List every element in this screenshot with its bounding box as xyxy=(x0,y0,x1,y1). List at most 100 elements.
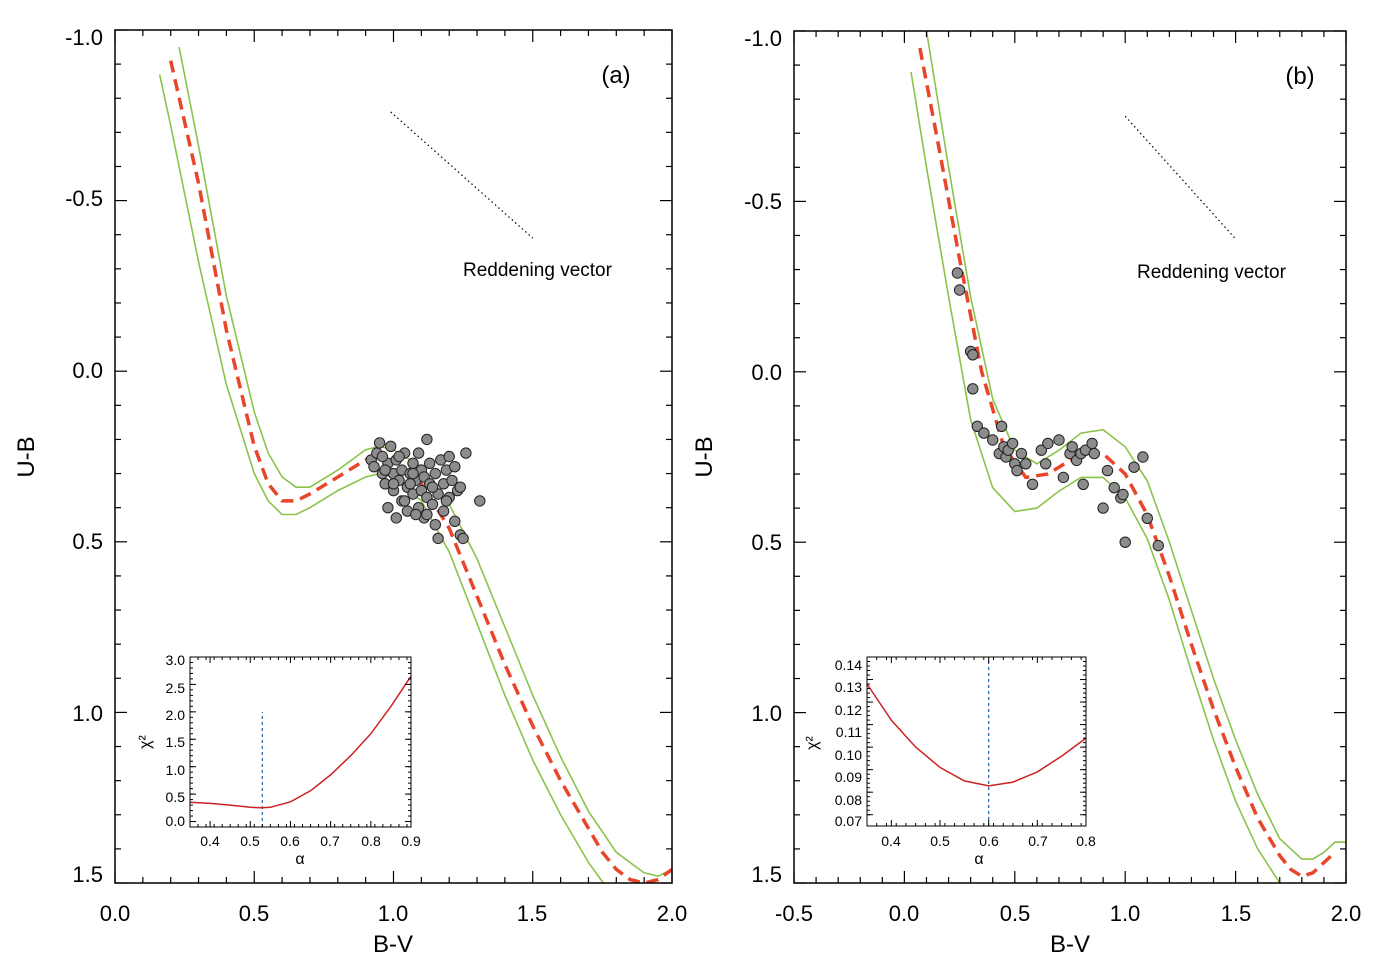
panel-a-ytick-label: 0.0 xyxy=(72,358,103,383)
panel-b-data-point xyxy=(951,267,964,279)
panel-b-data-point xyxy=(1066,441,1078,453)
panel-b-data-point xyxy=(1101,464,1114,477)
panel-a-xtick-label: 1.0 xyxy=(378,901,409,926)
panel-a-data-points xyxy=(365,433,486,545)
panel-b-data-point xyxy=(1088,447,1101,460)
panel-b-xtick-label: 2.0 xyxy=(1331,901,1362,926)
panel-a-data-point xyxy=(449,515,461,527)
panel-b-data-point xyxy=(1137,451,1149,463)
panel-a-ytick-label: 0.5 xyxy=(72,529,103,554)
panel-b-xtick-label: 1.5 xyxy=(1221,901,1252,926)
panel-a-data-point xyxy=(457,532,469,545)
panel-b-data-point xyxy=(1108,482,1120,494)
panel-b-inset-xtick-label: 0.5 xyxy=(930,833,950,849)
panel-b-xtick-label: 0.5 xyxy=(1000,901,1031,926)
panel-b-data-point xyxy=(971,420,983,432)
panel-b-ytick-label: 1.5 xyxy=(751,862,782,887)
panel-b-data-point xyxy=(1042,437,1054,450)
panel-a-data-point xyxy=(421,433,433,446)
panel-a-inset-ytick-label: 2.5 xyxy=(166,680,186,696)
panel-b-data-point xyxy=(1053,434,1065,446)
panel-b-inset-ytick-label: 0.13 xyxy=(835,679,862,695)
panel-b-inset-chi2: 0.4 0.5 0.6 0.7 0.8 0.07 0.08 0.09 0.10 … xyxy=(804,656,1096,868)
panel-b-xtick-label: -0.5 xyxy=(775,901,813,926)
panel-b-frame xyxy=(793,30,1347,884)
panel-a-inset-xtick-label: 0.9 xyxy=(401,833,421,849)
panel-a-inset-chi2: 0.4 0.5 0.6 0.7 0.8 0.9 0.0 0.5 1.0 1.5 … xyxy=(137,652,421,868)
panel-b-data-point xyxy=(1119,536,1131,548)
panel-a-data-point xyxy=(449,461,461,473)
panel-b-two-colour-diagram: -0.5 0.0 0.5 1.0 1.5 2.0 -1.0 -0.5 0.0 0… xyxy=(691,26,1361,958)
panel-b-data-point xyxy=(1077,478,1089,490)
panel-b-inset-ytick-label: 0.11 xyxy=(836,724,862,740)
panel-a-data-point xyxy=(412,447,425,459)
panel-a-data-point xyxy=(393,450,405,463)
panel-a-data-point xyxy=(421,508,433,521)
panel-b-data-point xyxy=(967,383,979,395)
panel-b-inset-xtick-label: 0.6 xyxy=(979,833,999,849)
panel-a-ytick-label: -0.5 xyxy=(65,186,103,211)
panel-b-envelope-lower xyxy=(910,71,1281,883)
panel-a-data-point xyxy=(474,495,486,507)
panel-a-data-point xyxy=(440,495,453,507)
panel-a-data-point xyxy=(432,532,444,545)
panel-a-data-point xyxy=(429,467,441,480)
panel-b-data-point xyxy=(1026,478,1039,490)
panel-a-data-point xyxy=(368,461,380,473)
panel-a-inset-background xyxy=(190,657,411,827)
panel-b-data-point xyxy=(987,434,999,446)
panel-a-ytick-label: -1.0 xyxy=(65,25,103,50)
panel-a-data-point xyxy=(376,450,389,463)
panel-b-data-point xyxy=(1097,502,1109,514)
panel-b-data-point xyxy=(1006,437,1019,450)
panel-b-data-point xyxy=(967,349,979,361)
panel-a-two-colour-diagram: 0.0 0.5 1.0 1.5 2.0 -1.0 -0.5 0.0 0.5 1.… xyxy=(13,25,687,958)
panel-a-xtick-label: 0.5 xyxy=(239,901,270,926)
panel-a-envelope-lower xyxy=(158,74,605,883)
panel-a-data-point xyxy=(426,481,439,493)
panel-a-data-point xyxy=(373,437,386,449)
panel-a-inset-xtick-label: 0.7 xyxy=(320,833,340,849)
panel-a-inset-ytick-label: 3.0 xyxy=(166,652,186,668)
panel-b-inset-xtick-label: 0.7 xyxy=(1028,833,1048,849)
panel-a-inset-x-tick-labels: 0.4 0.5 0.6 0.7 0.8 0.9 xyxy=(200,833,421,849)
panel-a-data-point xyxy=(410,508,422,521)
panel-b-reddening-vector-line xyxy=(1124,115,1237,240)
panel-b-inset-ytick-label: 0.14 xyxy=(835,657,862,673)
panel-b-data-point xyxy=(1035,444,1048,456)
panel-a-inset-ytick-label: 2.0 xyxy=(166,707,186,723)
panel-a-inset-xtick-label: 0.6 xyxy=(280,833,300,849)
panel-b-inset-x-label: α xyxy=(974,851,983,868)
panel-a-y-tick-labels: -1.0 -0.5 0.0 0.5 1.0 1.5 xyxy=(65,25,103,887)
panel-b-ytick-label: -0.5 xyxy=(744,189,782,214)
panel-a-xtick-label: 0.0 xyxy=(100,901,131,926)
panel-a-frame xyxy=(114,29,673,884)
panel-b-inset-chi2-curve xyxy=(866,683,1087,787)
panel-a-x-tick-labels: 0.0 0.5 1.0 1.5 2.0 xyxy=(100,901,688,926)
panel-b-data-point xyxy=(1152,539,1165,552)
panel-a-data-point xyxy=(446,474,458,487)
panel-b-inset-background xyxy=(867,657,1086,826)
panel-a-data-point xyxy=(407,467,419,480)
panel-a-inset-chi2-curve xyxy=(189,675,412,809)
panel-a-inset-xtick-label: 0.4 xyxy=(200,833,220,849)
panel-b-data-point xyxy=(995,420,1008,432)
panel-b-data-point xyxy=(1086,437,1098,450)
panel-b-inset-x-tick-labels: 0.4 0.5 0.6 0.7 0.8 xyxy=(881,833,1096,849)
panel-a-xtick-label: 1.5 xyxy=(517,901,548,926)
panel-b-inset-ytick-label: 0.07 xyxy=(835,813,862,829)
panel-a-inset-ytick-label: 1.5 xyxy=(166,734,186,750)
panel-b-xtick-label: 0.0 xyxy=(889,901,920,926)
panel-a-inset-ytick-label: 0.0 xyxy=(166,813,186,829)
panel-a-data-point xyxy=(429,519,441,531)
panel-a-inset-y-label: χ² xyxy=(137,734,154,748)
panel-a-inset-x-label: α xyxy=(295,851,304,868)
panel-b-inset-y-tick-labels: 0.07 0.08 0.09 0.10 0.11 0.12 0.13 0.14 xyxy=(835,657,862,829)
panel-b-ytick-label: 0.5 xyxy=(751,530,782,555)
panel-a-data-point xyxy=(424,457,436,469)
panel-a-data-point xyxy=(443,450,455,463)
panel-b-y-tick-labels: -1.0 -0.5 0.0 0.5 1.0 1.5 xyxy=(744,26,782,887)
panel-a-inset-ytick-label: 1.0 xyxy=(166,762,186,778)
panel-b-data-point xyxy=(953,284,966,296)
